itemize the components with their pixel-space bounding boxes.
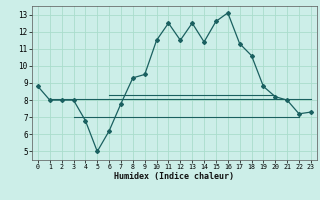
X-axis label: Humidex (Indice chaleur): Humidex (Indice chaleur) — [115, 172, 234, 181]
